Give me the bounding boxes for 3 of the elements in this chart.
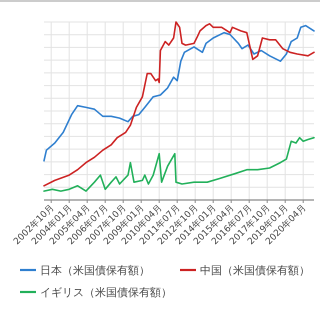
legend-label: 日本（米国債保有額） bbox=[40, 264, 150, 277]
legend-label: イギリス（米国債保有額） bbox=[40, 286, 172, 299]
legend-label: 中国（米国債保有額） bbox=[200, 264, 310, 277]
